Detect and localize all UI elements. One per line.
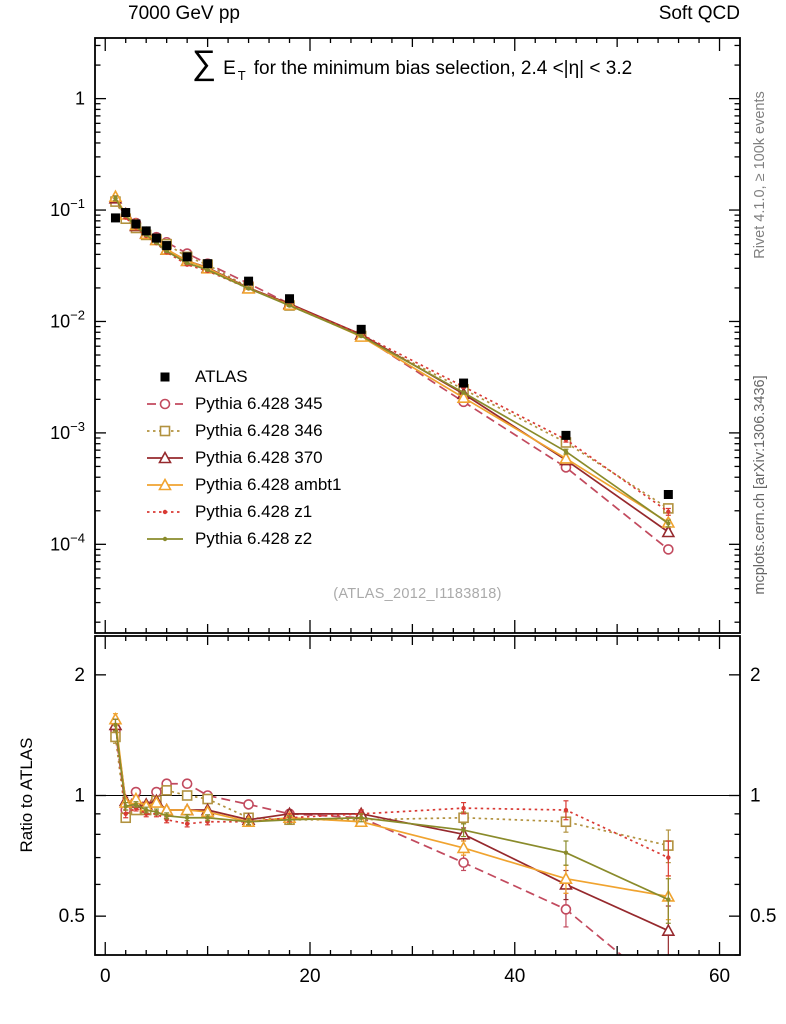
legend-item: Pythia 6.428 z2 — [146, 528, 341, 549]
legend-item: Pythia 6.428 346 — [146, 420, 341, 441]
svg-text:2: 2 — [750, 665, 761, 686]
observable-symbol: E — [223, 58, 236, 79]
svg-text:1: 1 — [750, 786, 761, 807]
analysis-id-watermark: (ATLAS_2012_I1183818) — [333, 586, 502, 602]
svg-text:10−3: 10−3 — [50, 419, 85, 443]
legend-label: Pythia 6.428 345 — [195, 393, 323, 413]
legend-label: Pythia 6.428 ambt1 — [195, 474, 342, 494]
mcplots-arxiv-label: mcplots.cern.ch [arXiv:1306.3436] — [752, 375, 768, 595]
legend-dot-swatch — [147, 509, 183, 514]
process-group-label: Soft QCD — [658, 3, 740, 24]
legend-triangle-open-swatch — [147, 477, 183, 490]
legend: ATLAS Pythia 6.428 345 Pythia 6.428 346 Pyt… — [146, 366, 341, 549]
svg-text:1: 1 — [74, 786, 85, 807]
rivet-version-label: Rivet 4.1.0, ≥ 100k events — [752, 91, 768, 259]
svg-text:0.5: 0.5 — [750, 906, 776, 927]
svg-text:10−4: 10−4 — [50, 530, 85, 554]
legend-item: Pythia 6.428 370 — [146, 447, 341, 468]
svg-text:60: 60 — [709, 966, 730, 987]
sum-symbol: ∑ — [191, 44, 217, 82]
svg-text:20: 20 — [299, 966, 320, 987]
svg-text:40: 40 — [504, 966, 525, 987]
legend-item: ATLAS — [146, 366, 341, 387]
svg-text:2: 2 — [74, 665, 85, 686]
legend-square-open-swatch — [147, 425, 183, 436]
ratio-axis-label: Ratio to ATLAS — [17, 737, 36, 853]
legend-dot-swatch — [147, 536, 183, 541]
legend-label: ATLAS — [195, 366, 248, 386]
legend-square-filled-swatch — [160, 372, 170, 381]
legend-label: Pythia 6.428 370 — [195, 447, 323, 467]
legend-item: Pythia 6.428 z1 — [146, 501, 341, 522]
svg-text:1: 1 — [75, 89, 85, 109]
title-text: for the minimum bias selection, 2.4 <|η|… — [253, 58, 633, 79]
svg-text:0.5: 0.5 — [59, 906, 85, 927]
observable-subscript: T — [237, 68, 246, 83]
beam-energy-label: 7000 GeV pp — [128, 3, 240, 24]
legend-circle-open-swatch — [147, 398, 183, 409]
legend-label: Pythia 6.428 346 — [195, 420, 323, 440]
legend-label: Pythia 6.428 z1 — [195, 501, 313, 521]
svg-text:10−1: 10−1 — [50, 196, 85, 220]
svg-text:10−2: 10−2 — [50, 307, 85, 331]
plot-title: ∑ E T for the minimum bias selection, 2.… — [100, 44, 724, 83]
svg-text:0: 0 — [100, 966, 111, 987]
legend-triangle-open-swatch — [147, 450, 183, 463]
legend-item: Pythia 6.428 345 — [146, 393, 341, 414]
legend-item: Pythia 6.428 ambt1 — [146, 474, 341, 495]
legend-label: Pythia 6.428 z2 — [195, 528, 313, 548]
